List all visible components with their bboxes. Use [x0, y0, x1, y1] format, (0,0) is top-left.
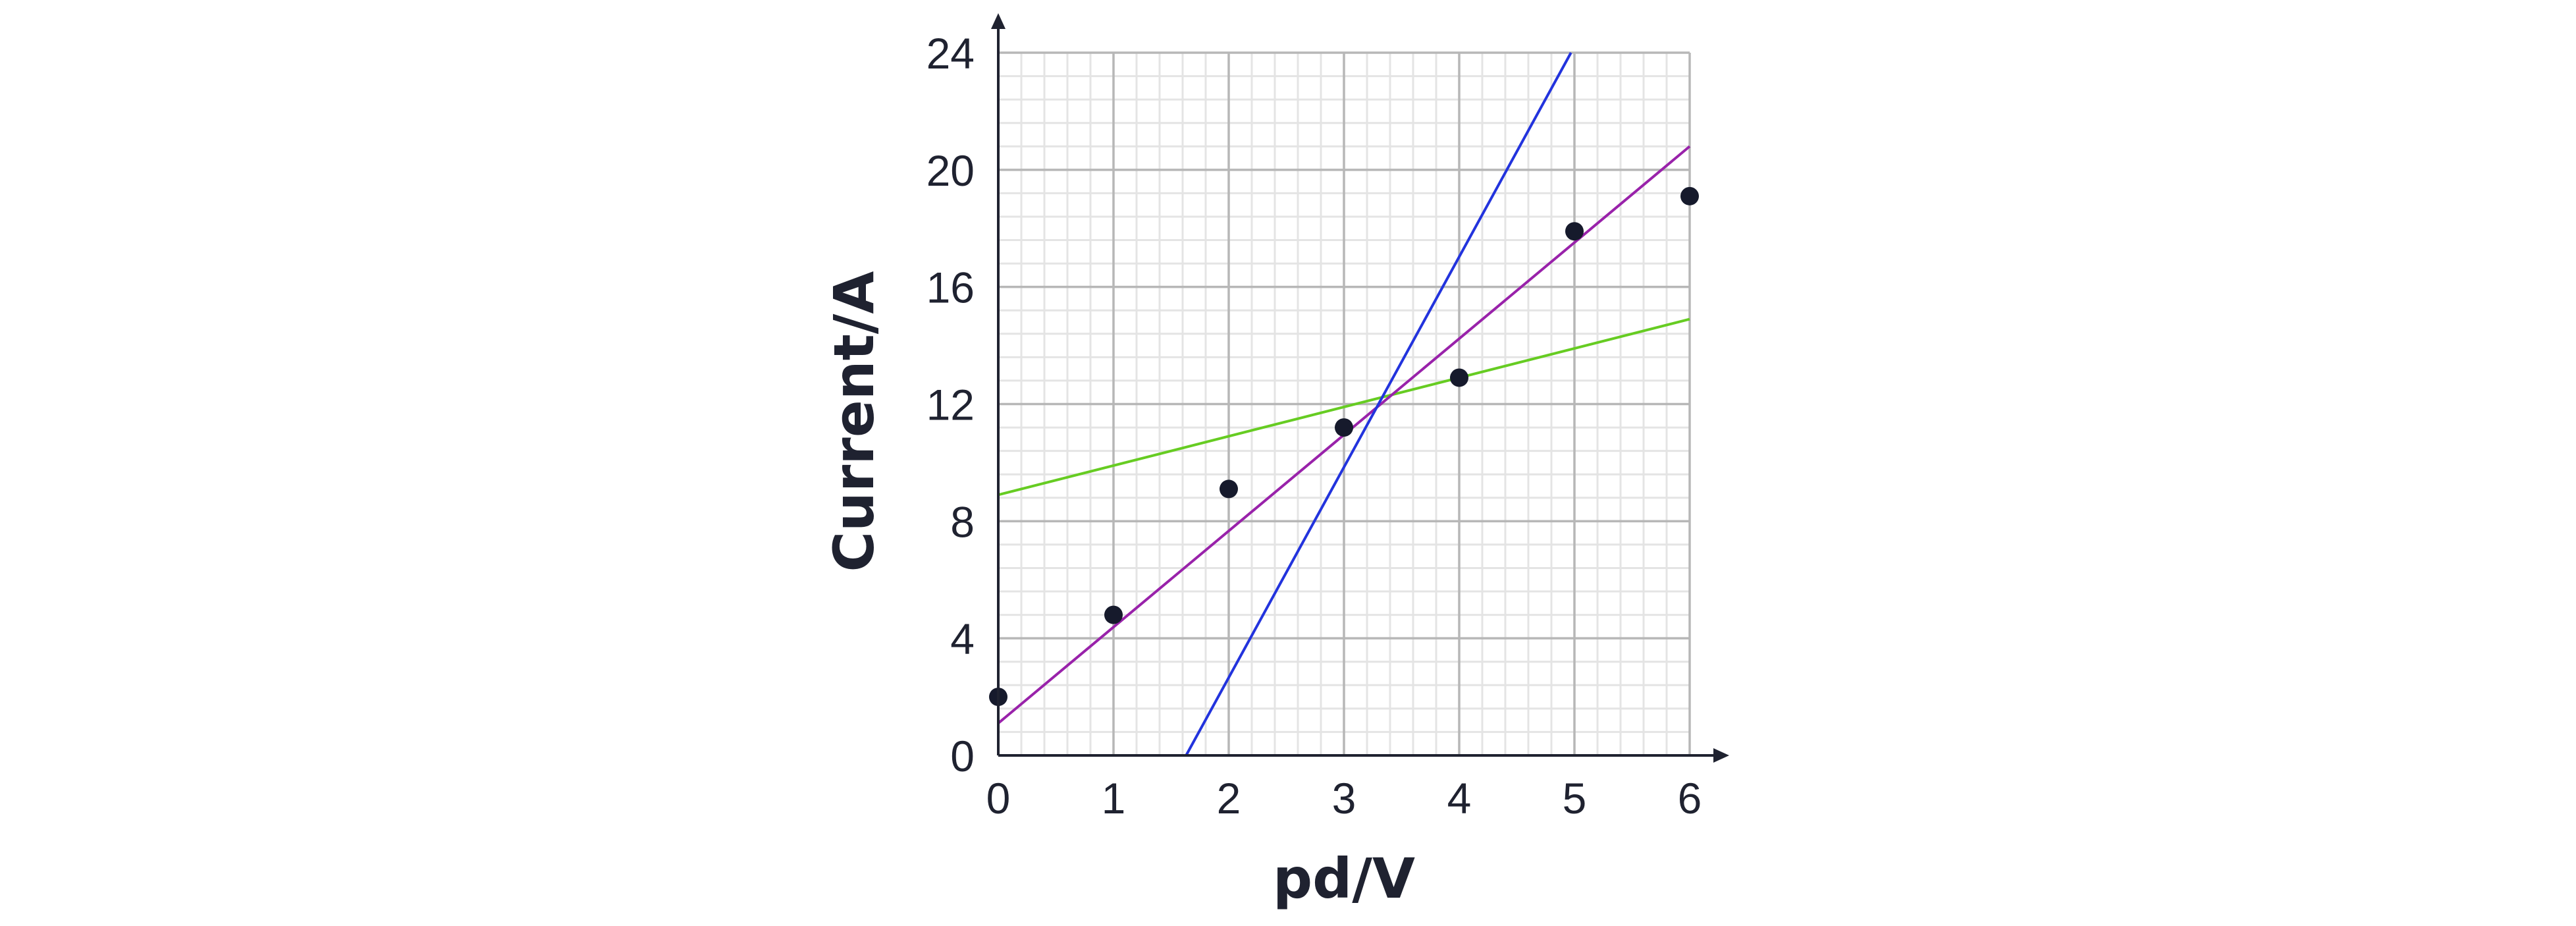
y-tick-label: 0 [950, 732, 975, 780]
x-tick-label: 2 [1217, 774, 1241, 823]
data-point [1680, 186, 1699, 205]
x-tick-label: 4 [1447, 774, 1472, 823]
y-tick-label: 20 [926, 146, 975, 195]
axes [991, 13, 1729, 763]
x-axis-arrow [1713, 748, 1729, 763]
x-tick-label: 6 [1678, 774, 1702, 823]
major-gridlines [997, 51, 1691, 757]
y-tick-label: 16 [926, 263, 975, 312]
y-axis-title: Current/A [822, 271, 886, 572]
y-tick-labels: 0 4 8 12 16 20 24 [926, 29, 975, 780]
x-tick-label: 5 [1563, 774, 1587, 823]
y-tick-label: 8 [950, 497, 975, 546]
fit-line [1185, 52, 1572, 756]
x-axis-title: pd/V [1273, 846, 1415, 911]
data-point [1335, 418, 1353, 437]
y-tick-label: 24 [926, 29, 975, 78]
x-tick-label: 3 [1332, 774, 1356, 823]
x-tick-label: 0 [986, 774, 1011, 823]
data-point [1565, 222, 1584, 241]
data-point [1104, 605, 1123, 624]
y-axis-arrow [991, 13, 1006, 29]
fit-line [998, 317, 1690, 497]
data-point [1220, 479, 1238, 499]
y-tick-label: 12 [926, 381, 975, 429]
x-tick-label: 1 [1102, 774, 1126, 823]
x-tick-labels: 0 1 2 3 4 5 6 [986, 774, 1702, 823]
y-tick-label: 4 [950, 614, 975, 663]
data-point [1450, 368, 1468, 387]
